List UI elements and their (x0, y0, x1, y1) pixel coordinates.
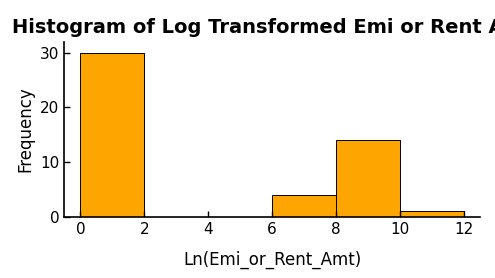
Title: Histogram of Log Transformed Emi or Rent Amt: Histogram of Log Transformed Emi or Rent… (11, 18, 495, 37)
Bar (80, 53, 145, 217)
X-axis label: Ln(Emi_or_Rent_Amt): Ln(Emi_or_Rent_Amt) (183, 250, 361, 269)
Bar (336, 140, 400, 217)
Y-axis label: Frequency: Frequency (16, 86, 35, 172)
Bar (400, 211, 464, 217)
Bar (272, 195, 336, 217)
